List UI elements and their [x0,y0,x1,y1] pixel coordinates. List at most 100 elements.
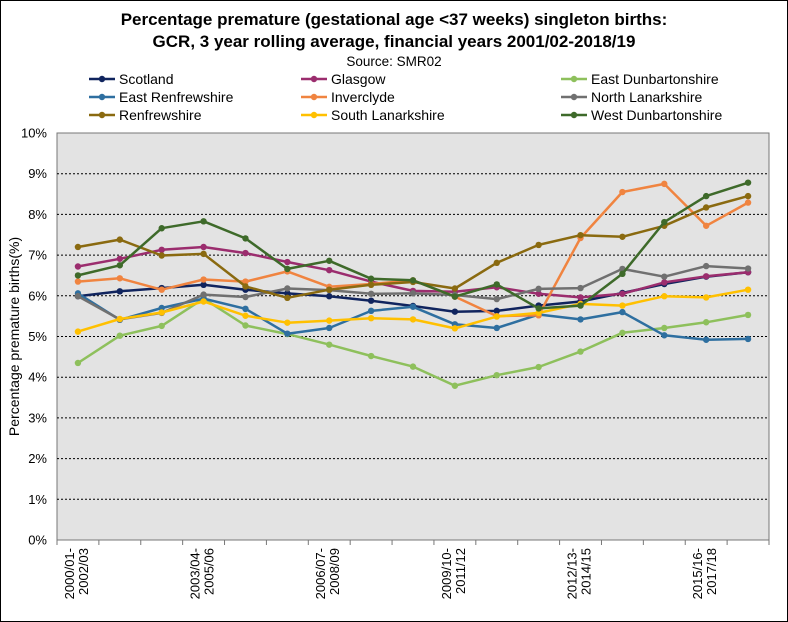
data-point-glasgow [702,273,710,280]
data-point-glasgow [242,249,249,257]
chart-title-line-2: GCR, 3 year rolling average, financial y… [152,32,636,51]
chart-title: Percentage premature (gestational age <3… [1,9,787,53]
data-point-east-renfrewshire [744,335,752,343]
data-point-west-dunbartonshire [535,305,542,312]
data-point-south-lanarkshire [158,309,165,316]
data-point-east-dunbartonshire [535,363,542,371]
data-point-glasgow [326,266,333,274]
data-point-east-renfrewshire [493,324,500,332]
data-point-north-lanarkshire [744,265,752,272]
data-point-renfrewshire [535,241,542,249]
legend-marker-glasgow [310,75,318,83]
y-tick-label: 2% [28,451,47,466]
y-tick-label: 6% [28,288,47,303]
data-point-west-dunbartonshire [744,179,752,186]
data-point-renfrewshire [744,192,752,200]
x-tick-label: 2000/01- [62,548,77,599]
x-tick-label: 2012/13- [565,548,580,599]
data-point-renfrewshire [74,243,82,251]
data-point-renfrewshire [326,286,333,293]
data-point-renfrewshire [493,259,500,267]
legend-marker-inverclyde [310,93,318,101]
data-point-inverclyde [619,188,626,196]
data-point-east-renfrewshire [284,330,291,337]
y-tick-label: 5% [28,329,47,344]
legend-label-scotland: Scotland [119,71,173,87]
legend-marker-east-dunbartonshire [570,75,578,83]
data-point-west-dunbartonshire [116,262,124,269]
data-point-east-renfrewshire [158,304,165,312]
data-point-glasgow [74,263,82,270]
data-point-east-dunbartonshire [367,352,375,360]
data-point-west-dunbartonshire [326,257,333,264]
chart-subtitle: Source: SMR02 [346,54,442,69]
data-point-west-dunbartonshire [284,265,291,273]
data-point-inverclyde [74,278,82,285]
data-point-north-lanarkshire [242,293,249,301]
y-tick-label: 7% [28,248,47,263]
x-tick-label: 2015/16- [690,548,705,599]
data-point-scotland [493,307,500,315]
data-point-south-lanarkshire [661,293,668,300]
data-point-scotland [367,297,375,304]
x-tick-label: 2002/03 [76,548,91,595]
x-tick-label: 2008/09 [327,548,342,595]
data-point-east-dunbartonshire [661,324,668,332]
data-point-east-dunbartonshire [74,359,82,367]
legend-label-north-lanarkshire: North Lanarkshire [591,89,702,105]
data-point-renfrewshire [702,204,710,211]
data-point-renfrewshire [242,283,249,290]
data-point-scotland [116,288,124,295]
data-point-east-dunbartonshire [493,371,500,379]
data-point-north-lanarkshire [284,285,291,292]
x-tick-label: 2011/12 [453,548,468,594]
data-point-inverclyde [158,286,165,293]
legend-marker-scotland [98,75,106,83]
data-point-glasgow [535,290,542,297]
data-point-glasgow [661,279,668,286]
data-point-west-dunbartonshire [619,270,626,278]
data-point-west-dunbartonshire [577,302,584,309]
y-tick-label: 1% [28,492,47,507]
y-tick-label: 0% [28,533,47,548]
data-point-east-renfrewshire [409,303,417,310]
data-point-west-dunbartonshire [661,218,668,226]
data-point-east-dunbartonshire [451,382,459,389]
data-point-east-dunbartonshire [326,341,333,348]
data-point-east-renfrewshire [242,305,249,313]
data-point-south-lanarkshire [326,317,333,324]
legend-marker-west-dunbartonshire [570,111,578,119]
data-point-east-renfrewshire [326,324,333,332]
legend-label-west-dunbartonshire: West Dunbartonshire [591,107,722,123]
y-axis-label: Percentage premature births(%) [6,237,22,436]
x-tick-label: 2003/04- [188,548,203,599]
legend-marker-north-lanarkshire [570,93,578,101]
legend-label-glasgow: Glasgow [331,71,386,87]
data-point-west-dunbartonshire [200,218,207,225]
data-point-east-renfrewshire [702,336,710,343]
data-point-east-dunbartonshire [116,332,124,339]
data-point-inverclyde [702,222,710,229]
legend-marker-east-renfrewshire [98,93,106,101]
data-point-south-lanarkshire [409,316,417,323]
x-tick-label: 2014/15 [579,548,594,595]
x-tick-label: 2006/07- [313,548,328,599]
data-point-inverclyde [116,275,124,282]
data-point-north-lanarkshire [493,295,500,303]
data-point-west-dunbartonshire [158,225,165,232]
data-point-glasgow [116,255,124,262]
data-point-north-lanarkshire [409,290,417,297]
data-point-north-lanarkshire [702,262,710,270]
data-point-east-dunbartonshire [242,322,249,329]
legend-label-renfrewshire: Renfrewshire [119,107,202,123]
data-point-east-renfrewshire [367,307,375,315]
data-point-scotland [200,281,207,289]
x-tick-label: 2005/06 [202,548,217,595]
data-point-inverclyde [744,199,752,206]
x-tick-label: 2009/10- [439,548,454,599]
data-point-scotland [326,293,333,300]
data-point-north-lanarkshire [661,273,668,280]
data-point-renfrewshire [200,250,207,258]
